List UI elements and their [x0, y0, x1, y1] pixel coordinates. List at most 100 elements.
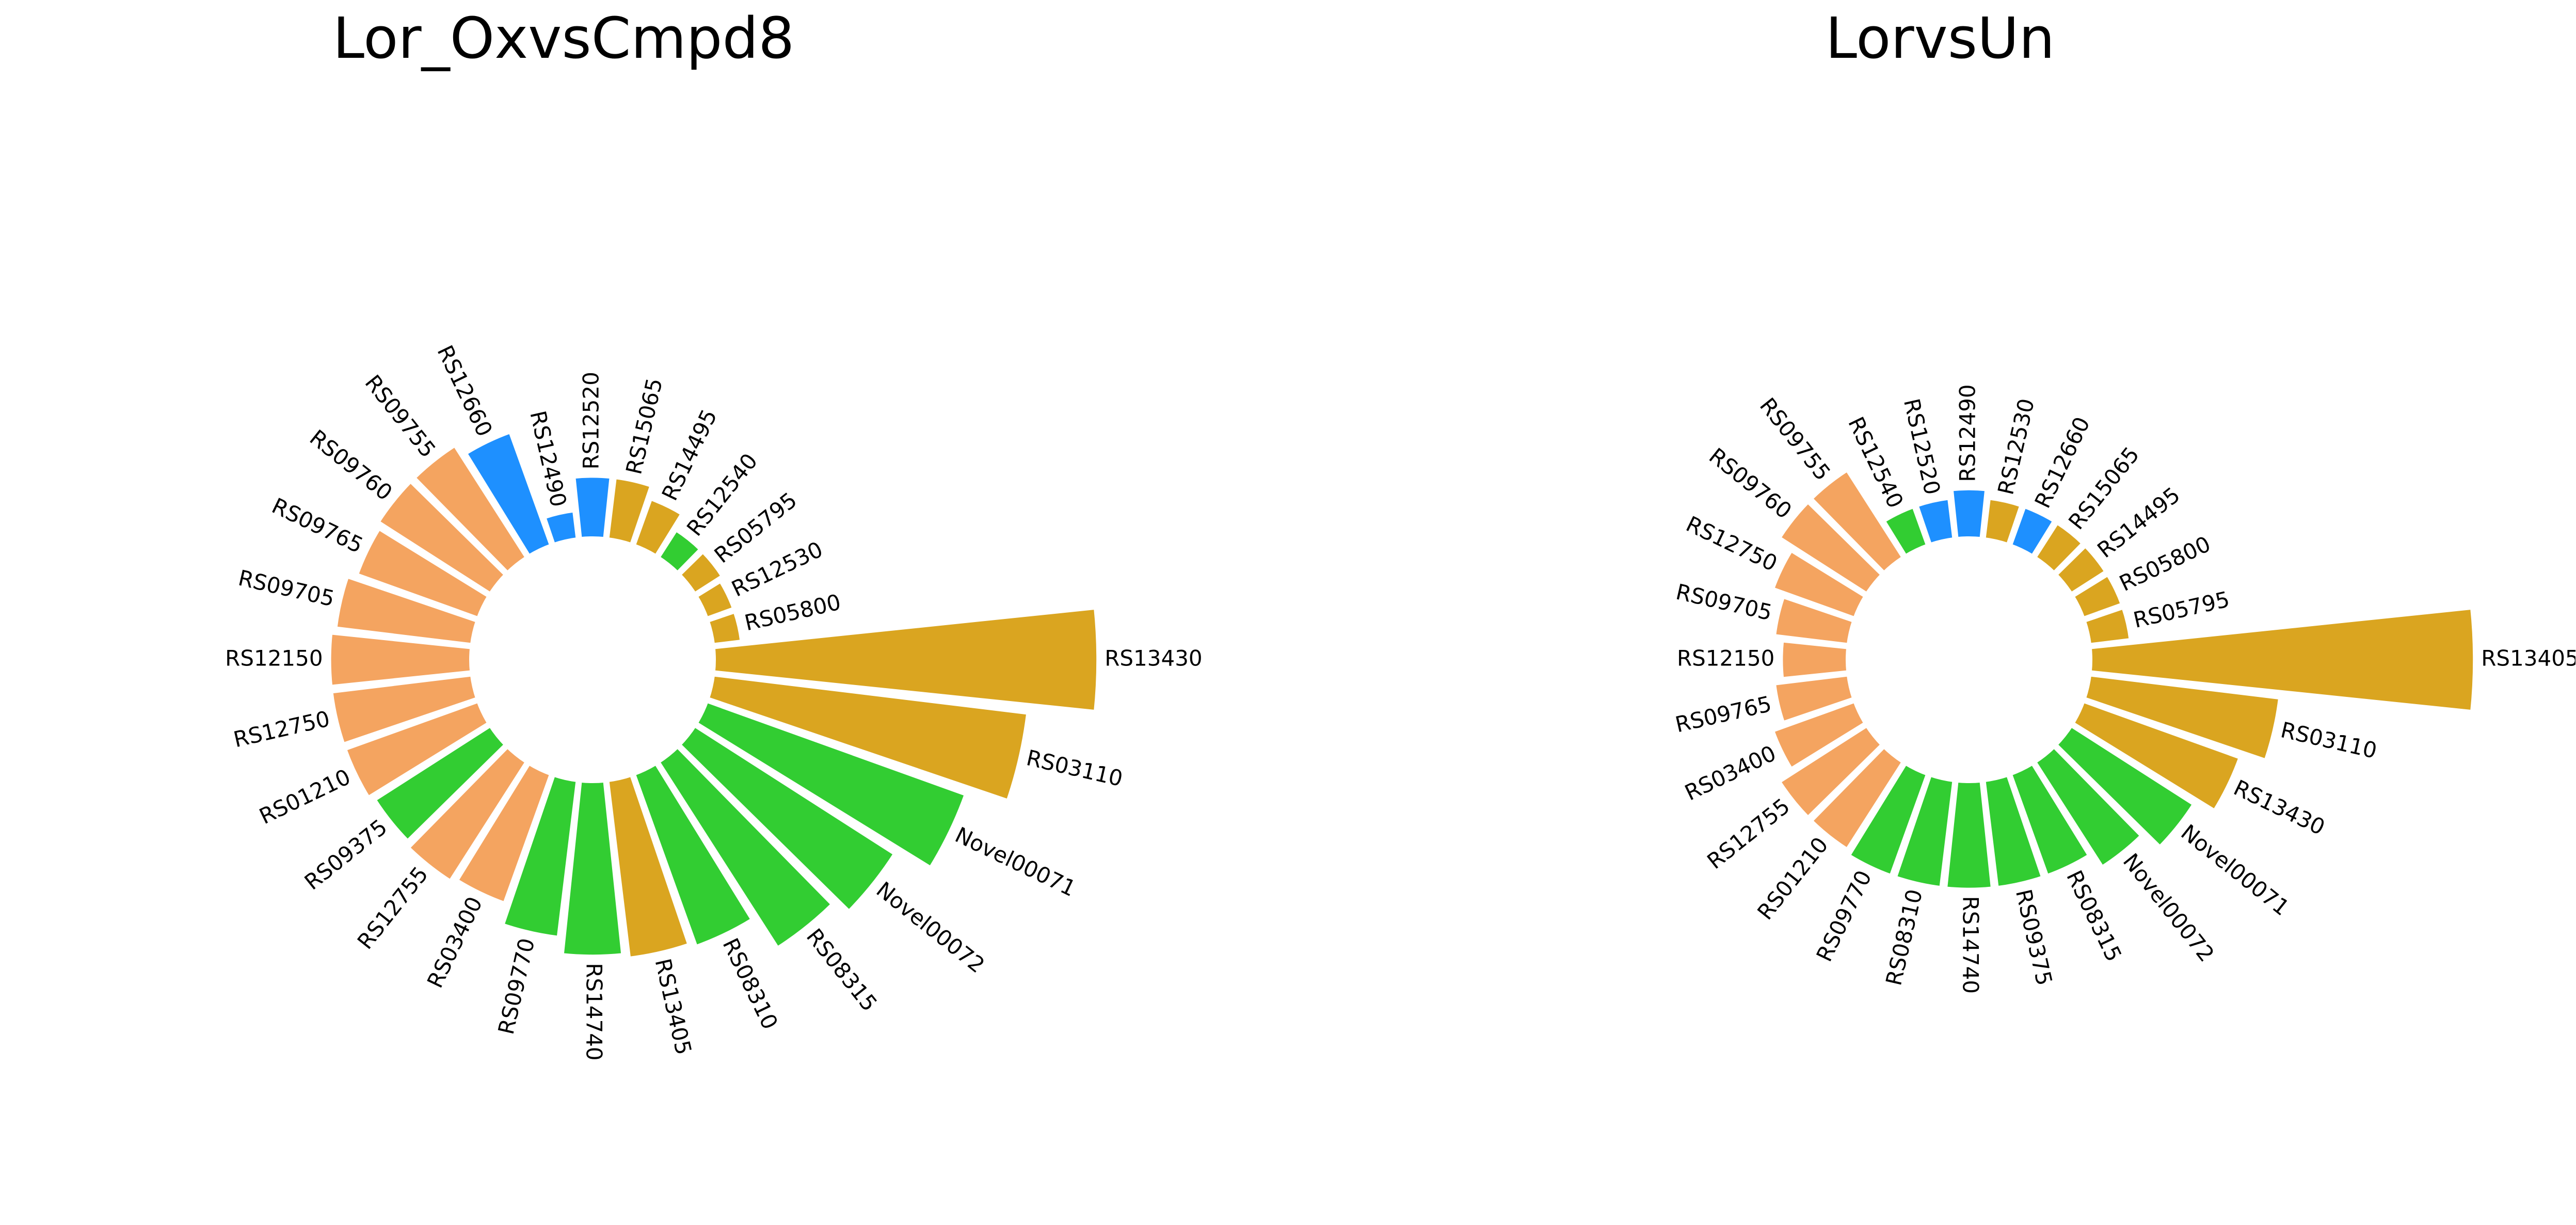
bar-rs05800 [705, 608, 745, 648]
bar-rs09705 [1771, 594, 1857, 648]
bar-label: RS12755 [1702, 793, 1795, 874]
bar-rs05800 [2069, 571, 2125, 622]
bar-rs01210 [342, 698, 492, 801]
bar-label: RS12520 [1899, 396, 1945, 497]
bar-rs08315 [2007, 760, 2093, 879]
bar-rs14495 [631, 496, 685, 560]
bar-rs12750 [1769, 547, 1869, 622]
bar-rs13405 [604, 772, 692, 961]
bar-rs12520 [1914, 495, 1957, 548]
bar-label: Novel00071 [2176, 819, 2294, 920]
bar-rs08310 [631, 760, 756, 950]
bar-label: RS13430 [2230, 775, 2329, 840]
bars-group [327, 428, 1101, 961]
bar-rs12660 [2007, 503, 2058, 560]
bar-rs05795 [676, 548, 726, 597]
bar-label: RS12750 [1682, 511, 1781, 576]
bar-label: RS12755 [353, 862, 433, 954]
bar-label: RS09755 [1755, 393, 1835, 485]
bar-label: RS03400 [422, 893, 487, 992]
bar-rs03400 [453, 760, 554, 906]
bar-rs09765 [354, 525, 492, 622]
bar-rs08310 [1892, 772, 1957, 890]
bar-label: RS14740 [1958, 896, 1983, 994]
bar-rs09375 [1981, 772, 2046, 890]
bar-label: RS01210 [255, 764, 355, 829]
bar-rs14740 [1943, 778, 1995, 892]
bar-label: RS13405 [650, 956, 697, 1057]
bar-label: RS12530 [1993, 396, 2039, 497]
bar-rs09755 [410, 442, 530, 577]
bar-novel00072 [676, 722, 899, 915]
bar-label: RS12520 [579, 372, 604, 469]
chart-panel-lor-oxvscmpd8: Lor_OxvsCmpd8 RS13430 RS03110 Novel00071 No… [225, 5, 1203, 1061]
bar-rs09705 [332, 574, 481, 648]
bar-label: RS13405 [2481, 646, 2575, 671]
bar-label: RS08315 [802, 924, 882, 1016]
bar-rs14740 [559, 778, 626, 959]
bar-label: RS09705 [1674, 579, 1775, 626]
bar-label: RS09760 [1704, 443, 1797, 523]
bar-label: RS08315 [2061, 866, 2126, 965]
bar-label: RS15065 [621, 376, 667, 477]
bar-label: RS01210 [1752, 832, 1833, 925]
bar-rs03400 [1769, 698, 1869, 773]
bar-rs09770 [500, 772, 581, 941]
bar-label: RS09375 [300, 814, 392, 895]
chart-title: LorvsUn [1826, 5, 2055, 71]
bar-label: RS09770 [493, 936, 540, 1037]
bar-rs13430 [711, 605, 1101, 714]
bar-rs09760 [1776, 498, 1886, 597]
bar-rs12540 [655, 527, 704, 577]
bar-label: Novel00072 [2118, 849, 2219, 966]
bar-label: RS13430 [1105, 646, 1202, 671]
bar-label: RS03400 [1681, 740, 1780, 805]
bar-label: RS12750 [231, 706, 332, 752]
bar-rs09770 [1845, 760, 1931, 879]
bar-rs13405 [2087, 605, 2477, 714]
bar-label: RS09760 [305, 425, 397, 505]
bar-label: RS09765 [1673, 691, 1774, 738]
bars-group [1769, 467, 2477, 892]
bar-label: RS12150 [1677, 646, 1774, 671]
bar-rs12755 [405, 743, 530, 885]
bar-label: RS05800 [742, 589, 843, 635]
bar-rs12540 [1880, 503, 1931, 560]
bar-rs09755 [1807, 467, 1907, 577]
bar-label: RS12150 [225, 646, 323, 671]
bar-rs12660 [462, 428, 554, 560]
bar-label: RS03110 [2278, 717, 2379, 763]
bar-label: RS09765 [268, 493, 367, 558]
bar-label: RS09770 [1811, 866, 1876, 965]
bar-label: RS09705 [236, 565, 337, 612]
bar-rs15065 [604, 474, 654, 548]
bar-label: RS05795 [2131, 586, 2232, 633]
bar-rs12520 [571, 473, 614, 542]
bar-rs12150 [1779, 638, 1851, 682]
bar-label: RS09755 [360, 370, 440, 463]
bar-label: RS03110 [1024, 745, 1125, 791]
bar-label: RS08310 [1881, 887, 1927, 988]
bar-label: RS14740 [582, 963, 607, 1060]
bar-rs12530 [1981, 495, 2024, 548]
circular-bar-chart: LorvsUn RS13405 RS03110 RS13430Novel00071N… [1673, 5, 2575, 994]
bar-label: Novel00071 [951, 822, 1080, 901]
bar-novel00072 [2031, 743, 2145, 871]
bar-rs05795 [2081, 604, 2134, 648]
bar-rs08315 [655, 743, 836, 951]
bar-rs03110 [2081, 672, 2283, 763]
bar-rs09765 [1771, 672, 1857, 726]
bar-label: RS12660 [432, 341, 497, 440]
bar-rs03110 [705, 672, 1031, 804]
bar-rs13430 [2069, 698, 2244, 814]
bar-rs14495 [2052, 542, 2109, 597]
bar-rs09375 [371, 722, 509, 845]
bar-novel00071 [2052, 722, 2198, 851]
bar-rs12530 [693, 578, 737, 622]
bar-rs01210 [1807, 743, 1907, 853]
bar-rs09760 [375, 478, 509, 597]
bar-rs12490 [541, 507, 581, 548]
bar-rs12750 [328, 672, 481, 747]
circular-bar-chart: Lor_OxvsCmpd8 RS13430 RS03110 Novel00071No… [225, 5, 1203, 1061]
bar-label: RS08310 [717, 934, 782, 1033]
